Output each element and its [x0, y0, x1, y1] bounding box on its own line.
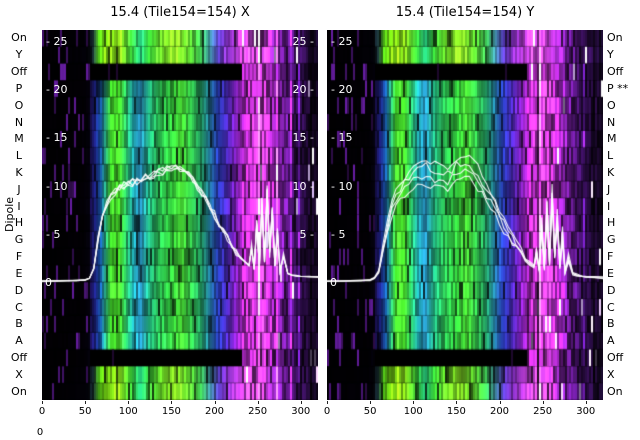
heatmap-panel-y: [327, 30, 603, 400]
overlay-tick-right-25: 25 -: [292, 35, 314, 48]
row-label-right-on: On: [607, 384, 623, 398]
overlay-tick-left-25: - 25: [331, 35, 353, 48]
overlay-tick-right-10: 10 -: [292, 179, 314, 193]
x-tick-label-300: 300: [576, 406, 596, 417]
row-label-right-i: I: [607, 199, 611, 213]
overlay-tick-left-10: - 10: [331, 179, 353, 193]
x-tickmark: [257, 401, 259, 404]
x-tickmark: [42, 401, 43, 404]
row-label-left-p: P: [15, 81, 23, 95]
x-tickmark: [171, 401, 173, 404]
row-label-left-off: Off: [10, 65, 28, 79]
x-tickmark: [85, 401, 87, 404]
row-label-left-off: Off: [10, 350, 28, 364]
row-label-right-m: M: [607, 132, 617, 146]
x-tickmark: [327, 401, 328, 404]
x-tick-label-50: 50: [363, 406, 377, 417]
x-tick-label-50: 50: [78, 406, 92, 417]
row-label-left-y: Y: [15, 48, 23, 62]
x-tick-label-0: 0: [323, 406, 331, 417]
overlay-zero-label: 0: [330, 276, 337, 289]
row-label-left-j: J: [17, 182, 21, 196]
x-tick-label-200: 200: [489, 406, 510, 417]
row-label-right-f: F: [607, 250, 614, 264]
row-label-right-j: J: [607, 182, 611, 196]
x-tick-label-300: 300: [291, 406, 311, 417]
row-label-left-f: F: [15, 250, 23, 264]
row-label-right-o: O: [607, 98, 616, 112]
overlay-tick-left-25: - 25: [46, 35, 68, 48]
x-tickmark: [128, 401, 130, 404]
row-label-left-c: C: [15, 300, 23, 314]
row-label-left-b: B: [15, 317, 23, 331]
row-label-left-a: A: [15, 334, 23, 348]
row-label-right-k: K: [607, 165, 615, 179]
row-label-left-x: X: [15, 367, 23, 381]
row-label-right-off: Off: [607, 350, 624, 364]
x-tick-label-250: 250: [248, 406, 268, 417]
overlay-tick-left-15: - 15: [331, 131, 353, 145]
row-label-right-b: B: [607, 317, 615, 331]
bottom-left-zero-label: 0: [36, 427, 44, 438]
overlay-tick-left-20: - 20: [46, 83, 68, 97]
row-label-right-y: Y: [607, 48, 614, 62]
x-tickmark: [542, 401, 544, 404]
overlay-tick-left-10: - 10: [46, 179, 68, 193]
row-label-left-g: G: [14, 233, 24, 247]
x-tickmark: [585, 401, 587, 404]
x-tickmark: [300, 401, 302, 404]
overlay-tick-left-20: - 20: [331, 83, 353, 97]
x-tickmark: [214, 401, 216, 404]
row-label-right-p**: P **: [607, 81, 629, 95]
overlay-zero-label: 0: [45, 276, 52, 289]
row-label-left-h: H: [14, 216, 24, 230]
x-tickmark: [370, 401, 372, 404]
overlay-tick-right-20: 20 -: [292, 83, 314, 97]
row-label-left-m: M: [14, 132, 24, 146]
x-tick-label-150: 150: [161, 406, 181, 417]
row-label-left-i: I: [17, 199, 21, 213]
x-tickmark: [499, 401, 501, 404]
row-label-left-n: N: [14, 115, 24, 129]
panel-title-y: 15.4 (Tile154=154) Y: [395, 5, 535, 20]
row-label-right-a: A: [607, 334, 615, 348]
overlay-tick-right-5: 5 -: [299, 227, 314, 241]
row-label-right-e: E: [607, 266, 614, 280]
row-label-left-on: On: [11, 384, 27, 398]
overlay-tick-right-15: 15 -: [292, 131, 314, 145]
row-label-left-e: E: [15, 266, 23, 280]
x-tick-label-0: 0: [38, 406, 46, 417]
row-label-right-on: On: [607, 31, 623, 45]
heatmap-panel-x: [42, 30, 318, 400]
row-label-right-off: Off: [607, 65, 624, 79]
row-label-left-k: K: [15, 165, 23, 179]
row-label-left-o: O: [14, 98, 24, 112]
row-label-right-g: G: [607, 233, 616, 247]
row-label-right-d: D: [607, 283, 616, 297]
row-label-right-c: C: [607, 300, 615, 314]
overlay-tick-left-5: - 5: [331, 227, 346, 241]
x-tick-label-250: 250: [533, 406, 553, 417]
x-tick-label-100: 100: [118, 406, 138, 417]
overlay-tick-left-5: - 5: [46, 227, 61, 241]
x-tick-label-200: 200: [204, 406, 225, 417]
row-label-right-l: L: [607, 149, 614, 163]
row-label-left-l: L: [15, 149, 23, 163]
x-tick-label-100: 100: [403, 406, 423, 417]
x-tick-label-150: 150: [446, 406, 466, 417]
overlay-tick-left-15: - 15: [46, 131, 68, 145]
row-label-left-d: D: [14, 283, 24, 297]
row-label-right-n: N: [607, 115, 616, 129]
x-tickmark: [456, 401, 458, 404]
row-label-right-h: H: [607, 216, 616, 230]
row-label-left-on: On: [11, 31, 27, 45]
row-label-right-x: X: [607, 367, 615, 381]
x-tickmark: [413, 401, 415, 404]
panel-title-x: 15.4 (Tile154=154) X: [110, 5, 250, 20]
